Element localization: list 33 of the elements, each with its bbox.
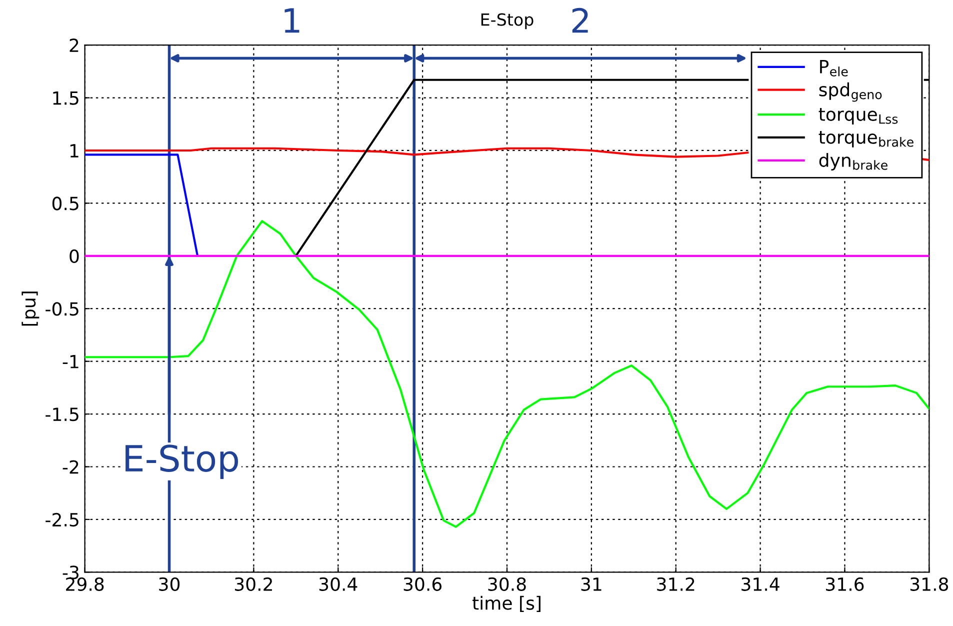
legend-label: spd$_{geno}$	[819, 82, 882, 102]
x-tick-label: 30	[159, 577, 180, 591]
x-axis-title: time [s]	[472, 596, 540, 612]
y-tick-label: -2.5	[46, 512, 78, 527]
x-tick-label: 29.8	[66, 577, 104, 591]
annotation: E-Stop	[126, 444, 238, 479]
x-tick-label: 30.4	[319, 577, 358, 591]
y-tick-label: 0	[70, 249, 79, 264]
y-tick-label: 0.5	[52, 196, 78, 210]
text: 2	[572, 8, 588, 33]
legend-label: P$_{ele}$	[820, 60, 848, 76]
chart-title: E-Stop	[481, 13, 534, 30]
y-tick-label: -0.5	[46, 302, 78, 316]
x-tick-label: 30.6	[404, 577, 442, 591]
legend-label: dyn$_{brake}$	[819, 153, 888, 170]
x-tick-label: 30.2	[234, 577, 272, 591]
text: 1	[284, 8, 300, 33]
x-tick-label: 31	[581, 577, 602, 591]
x-tick-label: 31.8	[910, 577, 948, 591]
y-tick-label: -2	[62, 460, 78, 474]
y-tick-label: 1	[70, 144, 78, 158]
x-tick-label: 31.2	[657, 577, 694, 591]
legend-label: torque$_{brake}$	[818, 130, 914, 148]
y-tick-label: -1	[62, 355, 78, 368]
legend-label: torque$_{Lss}$	[818, 108, 898, 124]
y-tick-label: 2	[70, 38, 78, 52]
x-tick-label: 30.8	[488, 577, 526, 591]
y-tick-label: 1.5	[53, 91, 78, 105]
y-tick-label: -1.5	[46, 408, 78, 422]
y-axis-title: [pu]	[22, 292, 40, 326]
x-tick-label: 31.6	[826, 577, 864, 591]
x-tick-label: 31.4	[742, 577, 780, 591]
line-series	[84, 220, 930, 528]
